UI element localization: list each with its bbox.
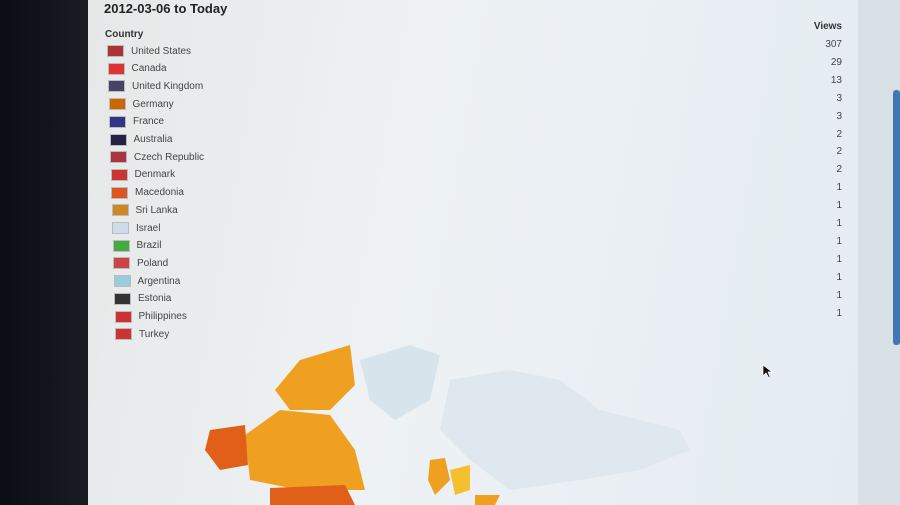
views-count: 1 xyxy=(836,218,842,229)
map-uk xyxy=(428,458,450,495)
country-name[interactable]: Argentina xyxy=(137,275,181,287)
table-row[interactable]: Macedonia xyxy=(111,186,184,200)
country-name[interactable]: Denmark xyxy=(134,169,176,181)
country-flag-icon xyxy=(112,222,129,234)
country-name[interactable]: Brazil xyxy=(136,240,162,252)
table-row[interactable]: Estonia xyxy=(114,292,171,306)
country-flag-icon xyxy=(113,275,131,288)
country-name[interactable]: Israel xyxy=(136,222,161,234)
views-count: 29 xyxy=(830,56,842,68)
table-row[interactable]: United States xyxy=(107,44,191,58)
country-flag-icon xyxy=(111,186,128,199)
scrollbar[interactable] xyxy=(893,90,900,345)
country-name[interactable]: Germany xyxy=(132,98,174,110)
country-column-header[interactable]: Country xyxy=(105,29,144,40)
views-count: 2 xyxy=(836,146,842,158)
table-row[interactable]: Israel xyxy=(112,221,160,235)
views-count: 1 xyxy=(836,307,842,319)
table-row[interactable]: Turkey xyxy=(115,327,169,341)
date-range-title: 2012-03-06 to Today xyxy=(104,1,228,16)
country-flag-icon xyxy=(113,257,130,270)
table-row[interactable]: France xyxy=(109,115,164,129)
views-count: 13 xyxy=(830,74,842,86)
country-name[interactable]: Australia xyxy=(133,134,173,145)
country-flag-icon xyxy=(109,133,127,146)
map-alaska xyxy=(205,425,248,470)
country-name[interactable]: Canada xyxy=(131,63,167,75)
views-count: 2 xyxy=(836,128,842,140)
table-row[interactable]: United Kingdom xyxy=(108,79,203,93)
map-scandinavia xyxy=(450,465,500,505)
table-row[interactable]: Sri Lanka xyxy=(111,203,178,217)
map-europe xyxy=(440,370,690,490)
country-name[interactable]: Philippines xyxy=(138,311,187,322)
map-usa xyxy=(270,485,355,505)
table-row[interactable]: Canada xyxy=(107,62,167,76)
map-canada-arctic xyxy=(275,345,355,410)
mouse-cursor-icon xyxy=(762,364,774,379)
views-count: 1 xyxy=(836,271,842,283)
table-row[interactable]: Philippines xyxy=(114,310,187,324)
views-count: 307 xyxy=(825,39,842,50)
world-map xyxy=(205,345,690,505)
views-count: 1 xyxy=(836,182,842,194)
country-name[interactable]: United Kingdom xyxy=(132,80,204,92)
table-row[interactable]: Denmark xyxy=(110,168,176,182)
country-name[interactable]: Poland xyxy=(137,257,169,269)
country-name[interactable]: Sri Lanka xyxy=(135,204,178,216)
desktop-background xyxy=(0,0,90,505)
views-count: 3 xyxy=(836,92,842,104)
country-flag-icon xyxy=(110,151,127,164)
map-canada xyxy=(245,410,365,490)
map-greenland xyxy=(360,345,440,420)
views-count: 1 xyxy=(836,253,842,265)
table-row[interactable]: Argentina xyxy=(113,274,181,288)
country-flag-icon xyxy=(111,204,129,217)
country-flag-icon xyxy=(114,292,131,305)
country-flag-icon xyxy=(108,98,126,111)
country-flag-icon xyxy=(110,168,128,181)
country-name[interactable]: Czech Republic xyxy=(134,151,205,163)
country-name[interactable]: France xyxy=(133,116,165,128)
table-row[interactable]: Germany xyxy=(108,97,174,111)
country-name[interactable]: Macedonia xyxy=(135,187,184,199)
table-row[interactable]: Brazil xyxy=(112,239,162,253)
views-count: 1 xyxy=(836,235,842,247)
country-flag-icon xyxy=(107,62,125,75)
country-flag-icon xyxy=(109,115,126,128)
views-count: 1 xyxy=(836,289,842,301)
country-flag-icon xyxy=(108,80,125,93)
country-name[interactable]: United States xyxy=(131,45,192,57)
country-flag-icon xyxy=(112,239,130,252)
views-column-header[interactable]: Views xyxy=(813,21,842,32)
table-row[interactable]: Poland xyxy=(113,256,168,270)
country-flag-icon xyxy=(115,328,132,341)
table-row[interactable]: Australia xyxy=(109,133,173,147)
views-count: 1 xyxy=(836,200,842,212)
country-flag-icon xyxy=(107,45,124,57)
country-flag-icon xyxy=(114,310,132,323)
country-name[interactable]: Estonia xyxy=(138,293,172,305)
views-count: 3 xyxy=(836,110,842,122)
table-row[interactable]: Czech Republic xyxy=(110,150,204,164)
country-name[interactable]: Turkey xyxy=(139,328,170,340)
views-count: 2 xyxy=(836,164,842,176)
